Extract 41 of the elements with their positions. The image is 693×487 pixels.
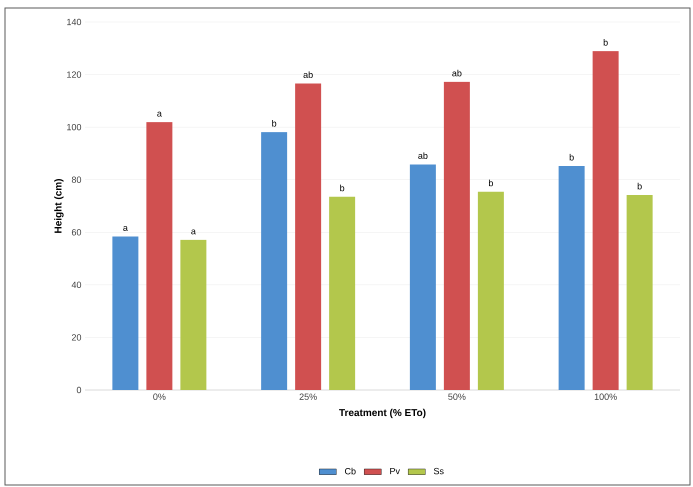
bar bbox=[410, 164, 436, 390]
data-label: b bbox=[272, 120, 276, 127]
x-tick-label: 0% bbox=[153, 394, 166, 400]
data-label: b bbox=[604, 39, 608, 46]
data-label: a bbox=[191, 229, 196, 234]
y-tick-label: 140 bbox=[67, 18, 82, 26]
legend-label: Pv bbox=[390, 468, 400, 474]
x-axis-title: Treatment (% ETo) bbox=[339, 408, 426, 418]
y-tick-label: 20 bbox=[72, 334, 82, 341]
bar bbox=[295, 84, 322, 390]
y-tick-label: 120 bbox=[67, 71, 82, 78]
bar bbox=[112, 236, 138, 390]
data-label: b bbox=[488, 180, 493, 186]
bar bbox=[261, 132, 288, 390]
data-label: a bbox=[123, 226, 128, 231]
x-tick-label: 50% bbox=[448, 394, 466, 400]
data-label: b bbox=[638, 182, 642, 190]
y-tick-label: 0 bbox=[76, 386, 82, 394]
y-tick-label: 100 bbox=[67, 124, 82, 130]
data-label: a bbox=[157, 112, 162, 117]
x-tick-label: 25% bbox=[300, 394, 317, 400]
bar bbox=[180, 240, 206, 390]
bar bbox=[478, 192, 504, 390]
bar bbox=[626, 194, 653, 390]
bar bbox=[146, 122, 172, 390]
bar bbox=[444, 82, 470, 390]
y-tick-label: 60 bbox=[72, 229, 82, 236]
data-label: b bbox=[340, 184, 344, 192]
bar bbox=[558, 166, 585, 390]
y-axis-title: Height (cm) bbox=[54, 179, 64, 233]
data-label: ab bbox=[418, 152, 428, 159]
bar bbox=[329, 196, 356, 390]
legend-label: Ss bbox=[434, 468, 444, 474]
x-tick-label: 100% bbox=[594, 394, 617, 400]
data-label: ab bbox=[304, 71, 313, 78]
y-tick-label: 40 bbox=[72, 282, 82, 288]
data-label: ab bbox=[452, 70, 462, 76]
bar bbox=[592, 51, 619, 390]
y-tick-label: 80 bbox=[72, 176, 82, 183]
legend-label: Cb bbox=[344, 468, 356, 474]
data-label: b bbox=[570, 154, 574, 161]
